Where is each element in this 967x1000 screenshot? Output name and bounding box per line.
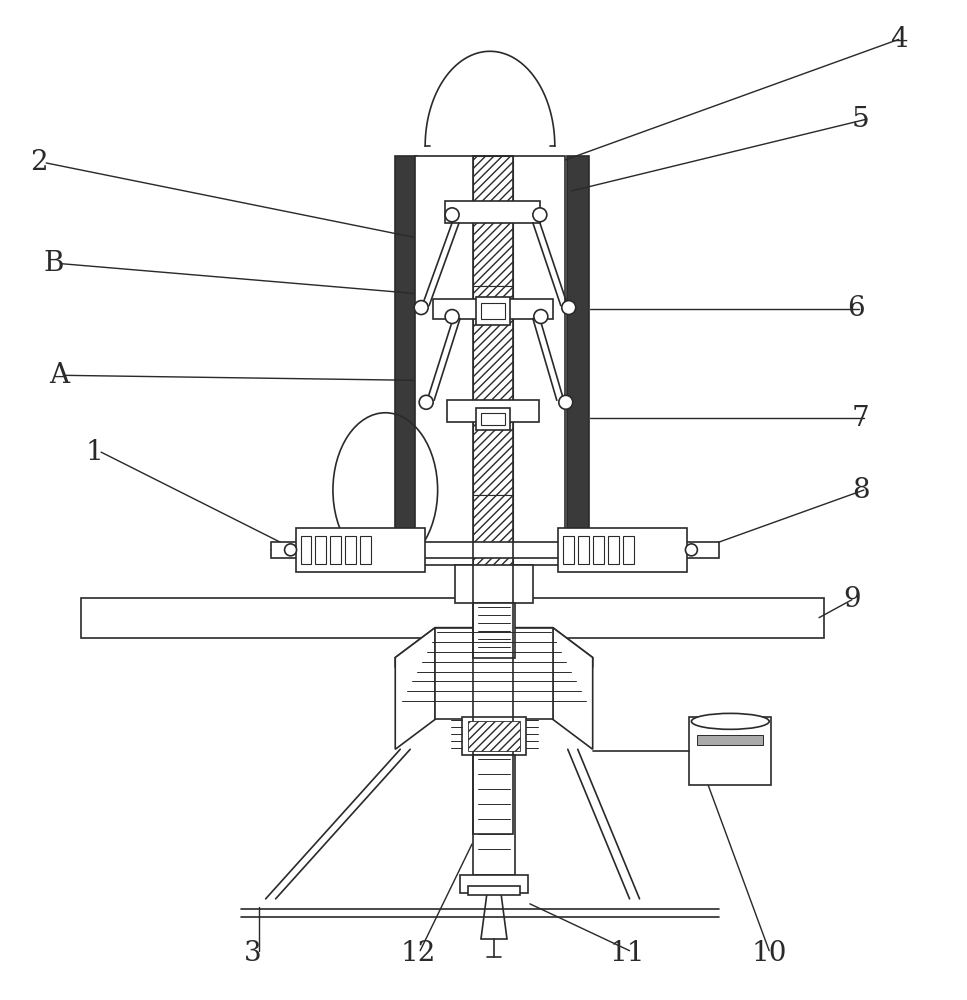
Polygon shape (553, 628, 593, 749)
Text: 9: 9 (843, 586, 861, 613)
Bar (623, 536, 633, 564)
Bar (271, 542, 719, 558)
Bar (476, 297, 510, 325)
Circle shape (562, 301, 575, 315)
Bar (315, 536, 327, 564)
Bar (689, 717, 771, 785)
Polygon shape (435, 628, 553, 719)
Bar (473, 286, 513, 415)
Bar (567, 156, 589, 565)
Text: 7: 7 (852, 405, 869, 432)
Bar (433, 299, 553, 319)
Text: 2: 2 (31, 149, 48, 176)
Circle shape (445, 310, 459, 324)
Circle shape (533, 208, 546, 222)
Bar (563, 536, 573, 564)
Bar (331, 536, 341, 564)
Circle shape (284, 544, 297, 556)
Bar (593, 536, 603, 564)
Bar (460, 875, 528, 893)
Bar (447, 400, 539, 422)
Bar (455, 565, 533, 603)
Text: 11: 11 (610, 940, 645, 967)
Text: 5: 5 (852, 106, 869, 133)
Text: 1: 1 (85, 439, 103, 466)
Bar (481, 303, 505, 319)
Text: B: B (43, 250, 64, 277)
Bar (445, 201, 540, 223)
Bar (296, 528, 425, 572)
Bar (468, 721, 520, 751)
Circle shape (559, 395, 572, 409)
Bar (558, 528, 688, 572)
Bar (462, 717, 526, 755)
Polygon shape (396, 628, 435, 749)
Text: 4: 4 (890, 26, 908, 53)
Bar (481, 413, 505, 425)
Ellipse shape (691, 713, 769, 729)
Circle shape (445, 208, 459, 222)
Bar (473, 555, 513, 655)
Text: 12: 12 (400, 940, 436, 967)
Bar (607, 536, 619, 564)
Bar (415, 156, 565, 565)
Bar (697, 735, 763, 745)
Text: 10: 10 (751, 940, 787, 967)
Circle shape (534, 310, 548, 324)
Bar (476, 408, 510, 430)
Text: 6: 6 (847, 295, 864, 322)
Bar (577, 536, 589, 564)
Bar (473, 755, 514, 875)
Bar (361, 536, 371, 564)
Bar (473, 156, 513, 834)
Bar (81, 598, 824, 638)
Bar (301, 536, 311, 564)
Bar (473, 415, 513, 495)
Circle shape (419, 395, 433, 409)
Bar (473, 156, 513, 286)
Text: A: A (49, 362, 70, 389)
Bar (473, 495, 513, 555)
Polygon shape (396, 628, 593, 668)
Bar (396, 156, 417, 565)
Bar (473, 603, 514, 658)
Bar (468, 886, 520, 895)
Text: 3: 3 (244, 940, 261, 967)
Bar (345, 536, 357, 564)
Text: 8: 8 (852, 477, 869, 504)
Circle shape (414, 301, 428, 315)
Circle shape (686, 544, 697, 556)
